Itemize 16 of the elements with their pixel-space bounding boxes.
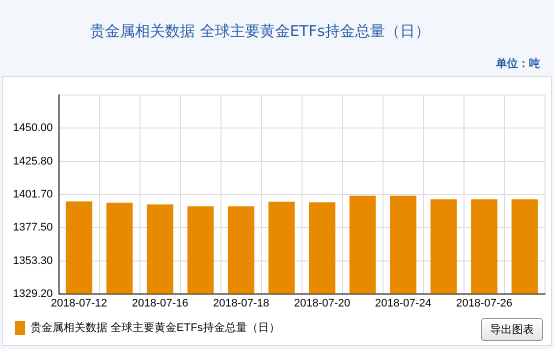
x-tick-label: 2018-07-24: [375, 297, 432, 310]
x-tick-label: 2018-07-26: [456, 297, 512, 310]
x-tick-label: 2018-07-12: [50, 297, 108, 310]
y-tick-label: 1401.70: [12, 188, 53, 200]
legend-label: 贵金属相关数据 全球主要黄金ETFs持金总量（日）: [30, 321, 280, 334]
x-tick-label: 2018-07-20: [294, 297, 350, 310]
y-tick-label: 1450.00: [12, 122, 53, 134]
y-axis-title: 单位：吨: [496, 56, 540, 71]
x-tick-label: 2018-07-18: [212, 297, 270, 310]
y-tick-label: 1353.30: [12, 254, 53, 267]
y-tick-label: 1377.50: [12, 222, 53, 234]
y-tick-label: 1329.20: [12, 288, 53, 300]
chart-title: 贵金属相关数据 全球主要黄金ETFs持金总量（日）: [89, 22, 431, 41]
y-tick-label: 1425.80: [12, 155, 53, 168]
x-tick-label: 2018-07-16: [132, 297, 188, 310]
text: 导出图表: [481, 318, 543, 341]
